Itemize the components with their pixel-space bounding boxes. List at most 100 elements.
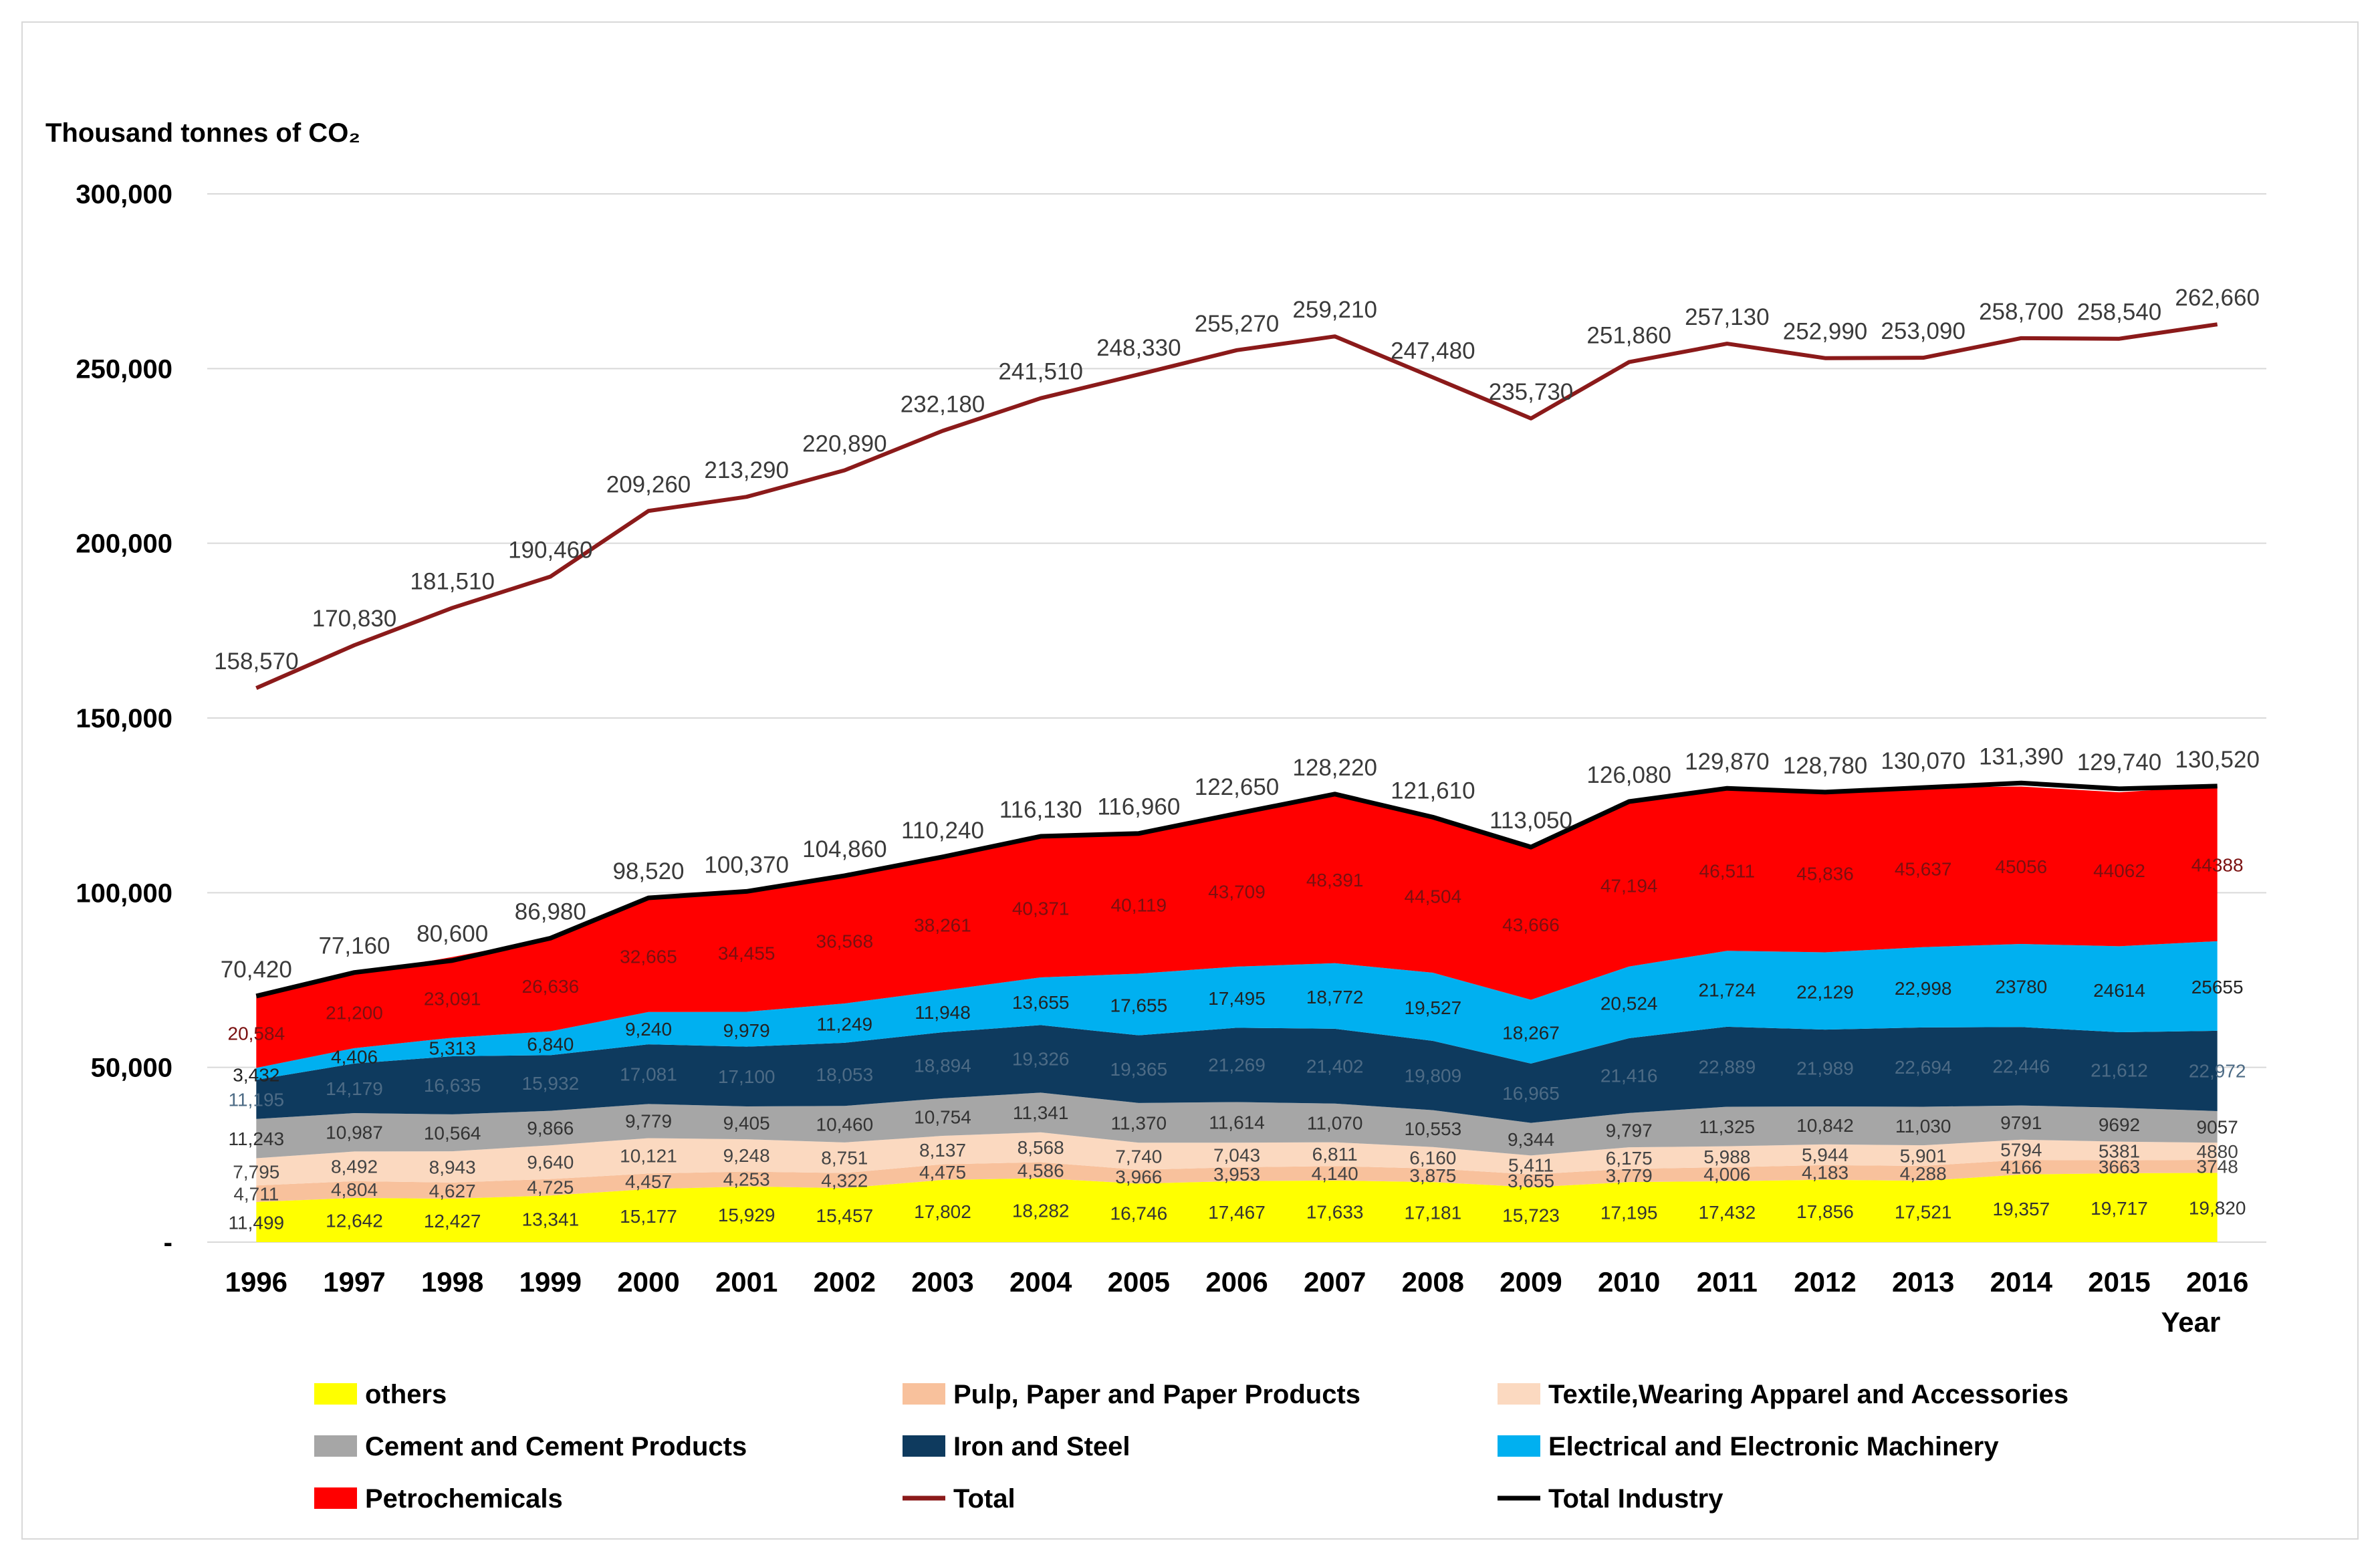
- area-value-label: 26,636: [522, 976, 580, 997]
- y-tick-label: 250,000: [76, 354, 172, 384]
- area-value-label: 17,100: [718, 1066, 776, 1087]
- line-value-label: 213,290: [704, 457, 789, 483]
- area-value-label: 45056: [1995, 856, 2047, 877]
- area-value-label: 10,987: [326, 1122, 383, 1143]
- area-value-label: 10,460: [816, 1114, 874, 1134]
- area-value-label: 16,965: [1502, 1083, 1560, 1104]
- area-value-label: 9,779: [625, 1111, 672, 1132]
- legend-swatch-textile-wearing-apparel-and-accessories: [1498, 1383, 1540, 1405]
- line-value-label: 247,480: [1391, 338, 1475, 364]
- legend-swatch-petrochemicals: [314, 1487, 357, 1509]
- area-electrical-and-electronic-machinery: [256, 941, 2218, 1080]
- y-tick-label: -: [164, 1228, 172, 1257]
- area-value-label: 4,253: [723, 1169, 770, 1189]
- line-value-label: 262,660: [2175, 285, 2260, 311]
- legend: others Pulp, Paper and Paper Products Text…: [314, 1380, 2068, 1514]
- area-value-label: 9692: [2099, 1114, 2140, 1135]
- area-value-label: 10,121: [620, 1146, 677, 1167]
- area-value-label: 17,856: [1796, 1201, 1854, 1222]
- area-value-label: 10,842: [1796, 1115, 1854, 1136]
- line-value-label: 126,080: [1586, 762, 1671, 788]
- area-value-label: 19,527: [1405, 997, 1462, 1018]
- total-lines: [255, 322, 2218, 999]
- area-value-label: 24614: [2093, 980, 2145, 1001]
- line-value-label: 128,220: [1292, 755, 1377, 781]
- area-value-label: 15,723: [1502, 1205, 1560, 1225]
- line-value-label: 86,980: [515, 898, 586, 925]
- legend-swatch-iron-and-steel: [903, 1435, 945, 1457]
- area-value-label: 21,724: [1699, 979, 1756, 1000]
- area-value-label: 21,200: [326, 1002, 383, 1023]
- area-value-label: 48,391: [1306, 870, 1364, 890]
- area-value-label: 17,467: [1208, 1202, 1266, 1223]
- x-axis-title: Year: [2161, 1306, 2221, 1338]
- area-value-label: 4,725: [527, 1177, 574, 1198]
- area-value-label: 8,137: [919, 1140, 966, 1161]
- line-value-label: 258,700: [1979, 299, 2064, 325]
- area-value-label: 8,751: [821, 1148, 868, 1169]
- area-value-label: 11,070: [1307, 1112, 1363, 1133]
- area-value-label: 40,119: [1111, 894, 1167, 915]
- legend-label-textile-wearing-apparel-and-accessories: Textile,Wearing Apparel and Accessories: [1548, 1380, 2068, 1409]
- stacked-areas: [256, 786, 2218, 1242]
- line-value-label: 129,740: [2077, 749, 2162, 775]
- area-value-label: 9,344: [1508, 1129, 1554, 1150]
- area-value-label: 21,402: [1306, 1056, 1364, 1077]
- area-value-label: 16,746: [1110, 1203, 1168, 1224]
- axes: Thousand tonnes of CO₂ Year - 50,000 100,0…: [45, 118, 2248, 1338]
- x-tick-label: 2016: [2186, 1266, 2248, 1298]
- line-value-label: 100,370: [704, 852, 789, 878]
- area-value-label: 9,640: [527, 1152, 574, 1173]
- area-value-label: 45,637: [1895, 858, 1952, 879]
- line-value-label: 209,260: [606, 471, 691, 497]
- area-value-label: 4,322: [821, 1171, 868, 1191]
- area-value-label: 22,446: [1993, 1056, 2050, 1077]
- area-value-label: 4,288: [1900, 1163, 1947, 1184]
- line-value-label: 259,210: [1292, 297, 1377, 323]
- x-tick-label: 2002: [814, 1266, 876, 1298]
- line-value-label: 113,050: [1490, 808, 1572, 834]
- area-value-label: 9057: [2197, 1116, 2238, 1137]
- area-value-label: 15,457: [816, 1205, 874, 1226]
- x-tick-label: 1998: [421, 1266, 483, 1298]
- x-tick-label: 1997: [323, 1266, 385, 1298]
- area-value-label: 9,866: [527, 1118, 574, 1138]
- x-tick-label: 1999: [519, 1266, 582, 1298]
- line-value-label: 131,390: [1979, 743, 2064, 769]
- line-value-label: 257,130: [1685, 304, 1770, 330]
- area-value-label: 21,416: [1600, 1066, 1658, 1086]
- area-value-label: 7,043: [1213, 1145, 1260, 1165]
- area-value-label: 45,836: [1796, 864, 1854, 884]
- area-value-label: 25655: [2191, 977, 2244, 997]
- legend-label-cement-and-cement-products: Cement and Cement Products: [365, 1432, 747, 1461]
- legend-label-electrical-and-electronic-machinery: Electrical and Electronic Machinery: [1548, 1432, 1999, 1461]
- area-value-label: 11,341: [1013, 1102, 1069, 1123]
- line-value-label: 110,240: [901, 818, 984, 844]
- line-value-label: 220,890: [802, 431, 887, 457]
- chart-frame: [21, 21, 2359, 1540]
- area-value-label: 3663: [2099, 1157, 2140, 1177]
- area-value-label: 3,655: [1508, 1171, 1554, 1191]
- area-value-label: 22,972: [2189, 1061, 2246, 1082]
- x-tick-label: 2013: [1892, 1266, 1954, 1298]
- area-value-label: 7,795: [233, 1162, 279, 1183]
- area-value-label: 22,129: [1796, 982, 1854, 1003]
- area-value-label: 3,432: [233, 1064, 279, 1085]
- area-value-label: 4,586: [1018, 1160, 1064, 1181]
- line-total: [255, 322, 2218, 690]
- area-value-label: 21,269: [1208, 1055, 1266, 1076]
- area-value-label: 9,248: [723, 1145, 770, 1166]
- area-value-label: 17,802: [914, 1201, 971, 1222]
- area-value-label: 15,929: [718, 1205, 776, 1225]
- x-tick-label: 1996: [225, 1266, 287, 1298]
- area-value-label: 4,804: [331, 1179, 378, 1200]
- legend-label-petrochemicals: Petrochemicals: [365, 1484, 563, 1514]
- area-value-label: 5,411: [1508, 1155, 1554, 1175]
- area-value-label: 4,711: [233, 1183, 279, 1204]
- x-tick-label: 2015: [2088, 1266, 2150, 1298]
- area-value-label: 11,030: [1895, 1116, 1951, 1136]
- area-value-label: 9,797: [1606, 1120, 1653, 1140]
- x-tick-label: 2007: [1304, 1266, 1366, 1298]
- line-value-label: 252,990: [1783, 319, 1868, 345]
- y-tick-label: 150,000: [76, 704, 172, 733]
